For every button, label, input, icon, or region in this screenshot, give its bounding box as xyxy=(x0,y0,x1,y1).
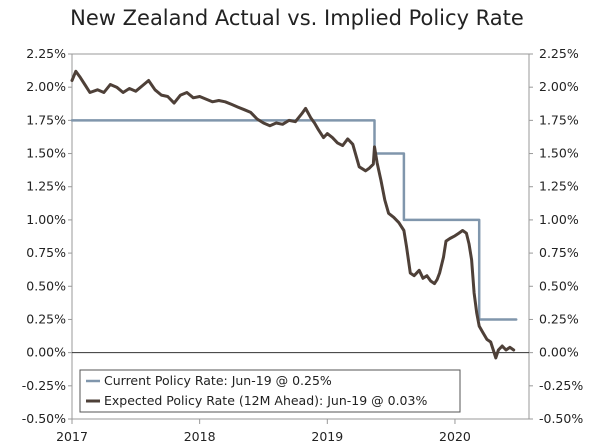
x-tick-label: 2017 xyxy=(56,429,88,444)
chart-title: New Zealand Actual vs. Implied Policy Ra… xyxy=(70,6,524,30)
y-tick-label-left: -0.25% xyxy=(22,378,66,393)
y-tick-label-right: -0.25% xyxy=(539,378,583,393)
legend-box xyxy=(79,369,461,413)
legend-label-expected-rate: Expected Policy Rate (12M Ahead): Jun-19… xyxy=(104,393,427,408)
y-tick-label-left: -0.50% xyxy=(22,411,66,426)
x-tick-label: 2019 xyxy=(311,429,343,444)
y-tick-label-right: 2.00% xyxy=(539,79,579,94)
y-tick-label-right: 1.50% xyxy=(539,146,579,161)
x-tick-label: 2020 xyxy=(439,429,471,444)
y-tick-label-left: 1.00% xyxy=(26,212,66,227)
x-tick-label: 2018 xyxy=(184,429,216,444)
y-tick-label-left: 1.50% xyxy=(26,146,66,161)
expected-policy-rate-line xyxy=(70,69,516,360)
y-tick-label-left: 0.25% xyxy=(26,311,66,326)
y-tick-label-right: 2.25% xyxy=(539,46,579,61)
y-tick-label-left: 0.00% xyxy=(26,345,66,360)
y-tick-label-left: 1.25% xyxy=(26,179,66,194)
axes: 2.25% 2.25% 2.00% 2.00% 1.75% 1.75% 1.50% 1.50%… xyxy=(22,46,584,444)
plot-frame xyxy=(71,53,530,420)
y-tick-label-left: 0.75% xyxy=(26,245,66,260)
y-tick-label-left: 2.25% xyxy=(26,46,66,61)
y-tick-label-right: 0.50% xyxy=(539,278,579,293)
y-tick-label-right: 0.75% xyxy=(539,245,579,260)
series-layer xyxy=(70,69,518,360)
y-tick-label-right: 1.75% xyxy=(539,112,579,127)
y-tick-label-right: 0.00% xyxy=(539,345,579,360)
y-tick-label-right: 0.25% xyxy=(539,311,579,326)
y-tick-label-left: 0.50% xyxy=(26,278,66,293)
y-tick-label-left: 2.00% xyxy=(26,79,66,94)
y-tick-label-left: 1.75% xyxy=(26,112,66,127)
legend: Current Policy Rate: Jun-19 @ 0.25% Expe… xyxy=(79,369,461,413)
current-policy-rate-line xyxy=(70,119,518,321)
y-tick-label-right: 1.00% xyxy=(539,212,579,227)
y-tick-label-right: -0.50% xyxy=(539,411,583,426)
legend-label-current-rate: Current Policy Rate: Jun-19 @ 0.25% xyxy=(104,373,332,388)
y-tick-label-right: 1.25% xyxy=(539,179,579,194)
